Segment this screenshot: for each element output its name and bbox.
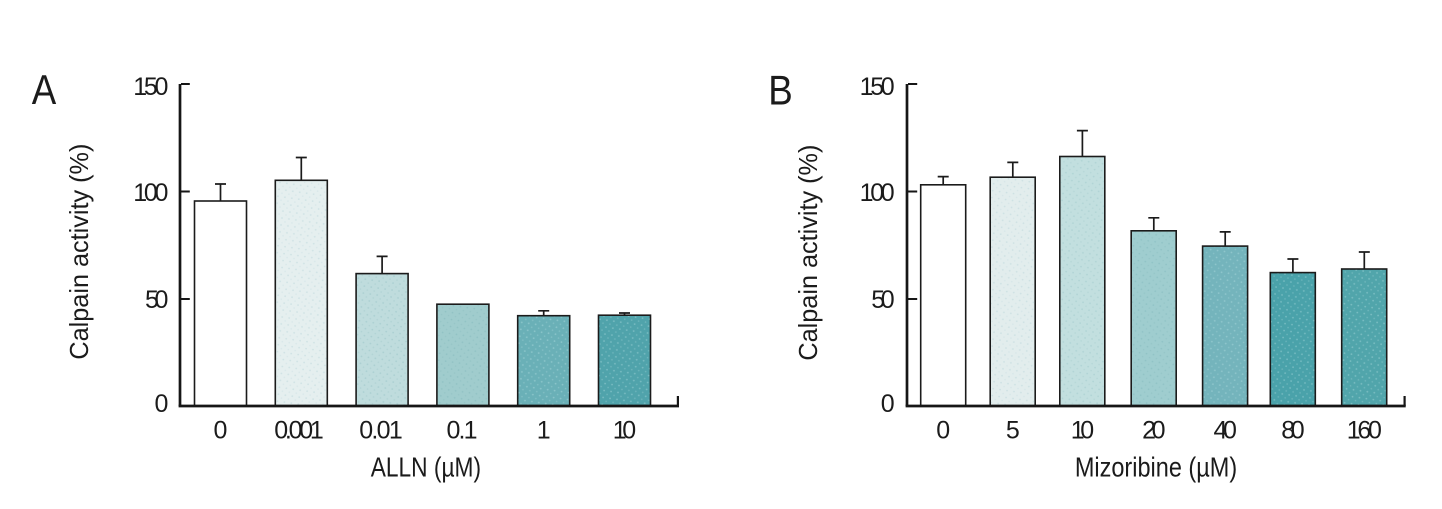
svg-text:0.01: 0.01: [359, 417, 403, 445]
svg-text:0: 0: [881, 390, 895, 418]
svg-text:Mizoribine (µM): Mizoribine (µM): [1075, 452, 1237, 483]
svg-text:10: 10: [1071, 417, 1094, 445]
svg-text:1: 1: [537, 417, 551, 445]
svg-text:10: 10: [613, 417, 636, 445]
svg-text:40: 40: [1214, 417, 1237, 445]
svg-text:0.1: 0.1: [447, 417, 478, 445]
svg-text:100: 100: [860, 179, 895, 207]
svg-text:20: 20: [1142, 417, 1165, 445]
svg-text:0.001: 0.001: [274, 417, 324, 445]
svg-text:150: 150: [133, 73, 168, 101]
svg-text:Calpain activity (%): Calpain activity (%): [793, 145, 823, 361]
svg-text:A: A: [32, 66, 57, 113]
svg-text:0: 0: [154, 390, 168, 418]
svg-text:B: B: [768, 67, 793, 114]
svg-text:50: 50: [145, 286, 168, 314]
svg-text:5: 5: [1006, 417, 1020, 445]
svg-text:Calpain activity (%): Calpain activity (%): [64, 144, 94, 360]
svg-text:80: 80: [1281, 417, 1304, 445]
svg-text:150: 150: [860, 73, 895, 101]
svg-text:50: 50: [871, 286, 894, 314]
svg-text:160: 160: [1347, 417, 1382, 445]
svg-text:100: 100: [133, 179, 168, 207]
svg-text:0: 0: [936, 417, 950, 445]
svg-text:ALLN (µM): ALLN (µM): [371, 452, 481, 483]
svg-text:0: 0: [214, 417, 228, 445]
